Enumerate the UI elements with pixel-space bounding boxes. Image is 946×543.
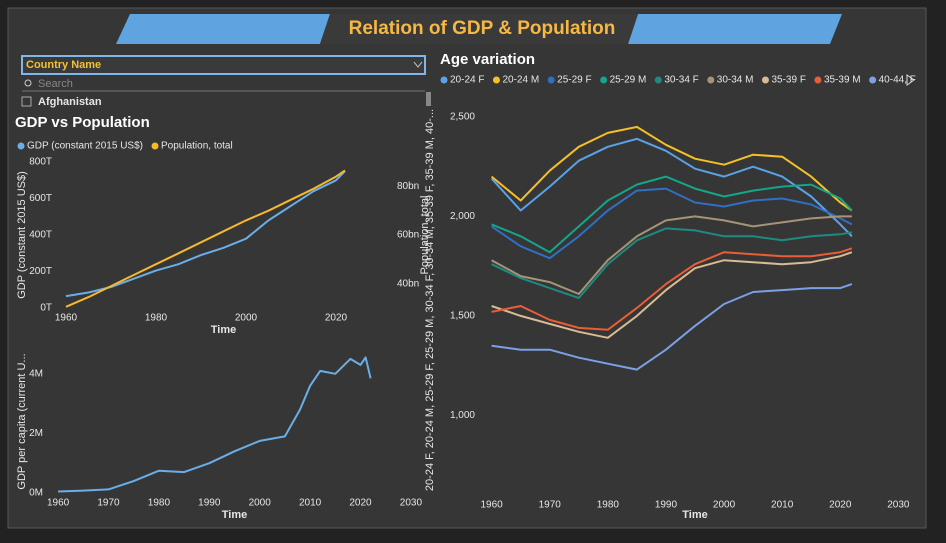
chart-title: GDP vs Population (15, 114, 150, 131)
x-tick-label: 1980 (145, 313, 168, 324)
x-tick-label: 1980 (597, 500, 620, 511)
y-tick-label: 2,500 (450, 112, 475, 123)
x-tick-label: 2010 (299, 498, 322, 509)
slicer-item[interactable]: Afghanistan (38, 96, 102, 108)
series-line (491, 175, 853, 254)
y-tick-label: 400T (29, 230, 52, 241)
search-box[interactable]: Search (38, 78, 73, 90)
y-tick-label: 2M (29, 428, 43, 439)
legend-label: 40-44, F (879, 75, 916, 86)
legend-marker (707, 76, 715, 84)
chart-title: Age variation (440, 51, 535, 68)
y-tick-label: 800T (29, 157, 52, 168)
x-tick-label: 1990 (198, 498, 221, 509)
legend-marker (492, 76, 500, 84)
legend-label: 20-24 F (450, 75, 484, 86)
y2-tick-label: 40bn (397, 278, 419, 289)
page-title: Relation of GDP & Population (349, 18, 616, 39)
legend-marker (151, 142, 159, 150)
x-tick-label: 2000 (235, 313, 258, 324)
y-tick-label: 1,000 (450, 410, 475, 421)
y-axis-label: GDP (constant 2015 US$) (16, 171, 28, 299)
series-line (58, 356, 372, 493)
scrollbar (426, 92, 431, 106)
play-button[interactable] (906, 74, 915, 86)
x-tick-label: 1980 (148, 498, 171, 509)
y-axis-label: GDP per capita (current U... (16, 353, 28, 489)
x-tick-label: 2030 (887, 500, 910, 511)
x-tick-label: 1990 (655, 500, 678, 511)
x-tick-label: 2000 (249, 498, 272, 509)
legend-label: 35-39 F (771, 75, 805, 86)
series-line (491, 215, 852, 295)
series-line (491, 227, 853, 299)
banner-center (320, 14, 638, 44)
y-axis-label: 20-24 F, 20-24 M, 25-29 F, 25-29 M, 30-3… (424, 109, 436, 491)
y-tick-label: 2,000 (450, 211, 475, 222)
dropdown-arrow (413, 61, 423, 68)
legend-label: 35-39 M (824, 75, 861, 86)
legend-label: Population, total (161, 141, 233, 152)
series-line (491, 283, 853, 371)
legend-label: 30-34 F (664, 75, 698, 86)
y2-axis-label: Population, total (419, 196, 431, 275)
y2-tick-label: 80bn (397, 181, 419, 192)
x-tick-label: 2020 (349, 498, 372, 509)
legend-marker (814, 76, 822, 84)
series-line (491, 251, 853, 339)
x-axis-label: Time (211, 324, 236, 336)
checkbox[interactable] (21, 96, 32, 107)
banner-right (628, 14, 842, 44)
legend-label: 25-29 F (557, 75, 591, 86)
y2-tick-label: 60bn (397, 230, 419, 241)
y-tick-label: 1,500 (450, 311, 475, 322)
x-axis-label: Time (682, 509, 707, 521)
legend-label: 30-34 M (717, 75, 754, 86)
banner-left (116, 14, 330, 44)
y-tick-label: 0M (29, 488, 43, 499)
x-axis-label: Time (222, 509, 247, 521)
y-tick-label: 200T (29, 266, 52, 277)
y-tick-label: 0T (40, 303, 52, 314)
panel (7, 7, 927, 529)
series-line (65, 169, 346, 308)
x-tick-label: 1960 (55, 313, 78, 324)
legend-marker (654, 76, 662, 84)
x-tick-label: 1970 (539, 500, 562, 511)
series-line (490, 125, 853, 212)
y-tick-label: 4M (29, 368, 43, 379)
x-tick-label: 1970 (97, 498, 120, 509)
legend-label: 25-29 M (610, 75, 647, 86)
series-line (490, 137, 853, 237)
legend-marker (600, 76, 608, 84)
search-icon (24, 79, 32, 87)
x-tick-label: 2000 (713, 500, 736, 511)
legend-marker (17, 142, 25, 150)
x-tick-label: 2010 (771, 500, 794, 511)
series-line (491, 247, 853, 331)
x-tick-label: 2030 (400, 498, 423, 509)
series-line (65, 170, 346, 298)
x-tick-label: 2020 (325, 313, 348, 324)
legend-marker (761, 76, 769, 84)
slicer-dropdown[interactable] (21, 55, 426, 75)
legend-label: 20-24 M (502, 75, 539, 86)
legend-marker (869, 76, 877, 84)
legend-label: GDP (constant 2015 US$) (27, 141, 143, 152)
series-line (491, 187, 853, 260)
legend-marker (440, 76, 448, 84)
y-tick-label: 600T (29, 193, 52, 204)
slicer-field: Country Name (26, 59, 101, 71)
legend-marker (547, 76, 555, 84)
x-tick-label: 1960 (47, 498, 70, 509)
x-tick-label: 1960 (480, 500, 503, 511)
x-tick-label: 2020 (829, 500, 852, 511)
